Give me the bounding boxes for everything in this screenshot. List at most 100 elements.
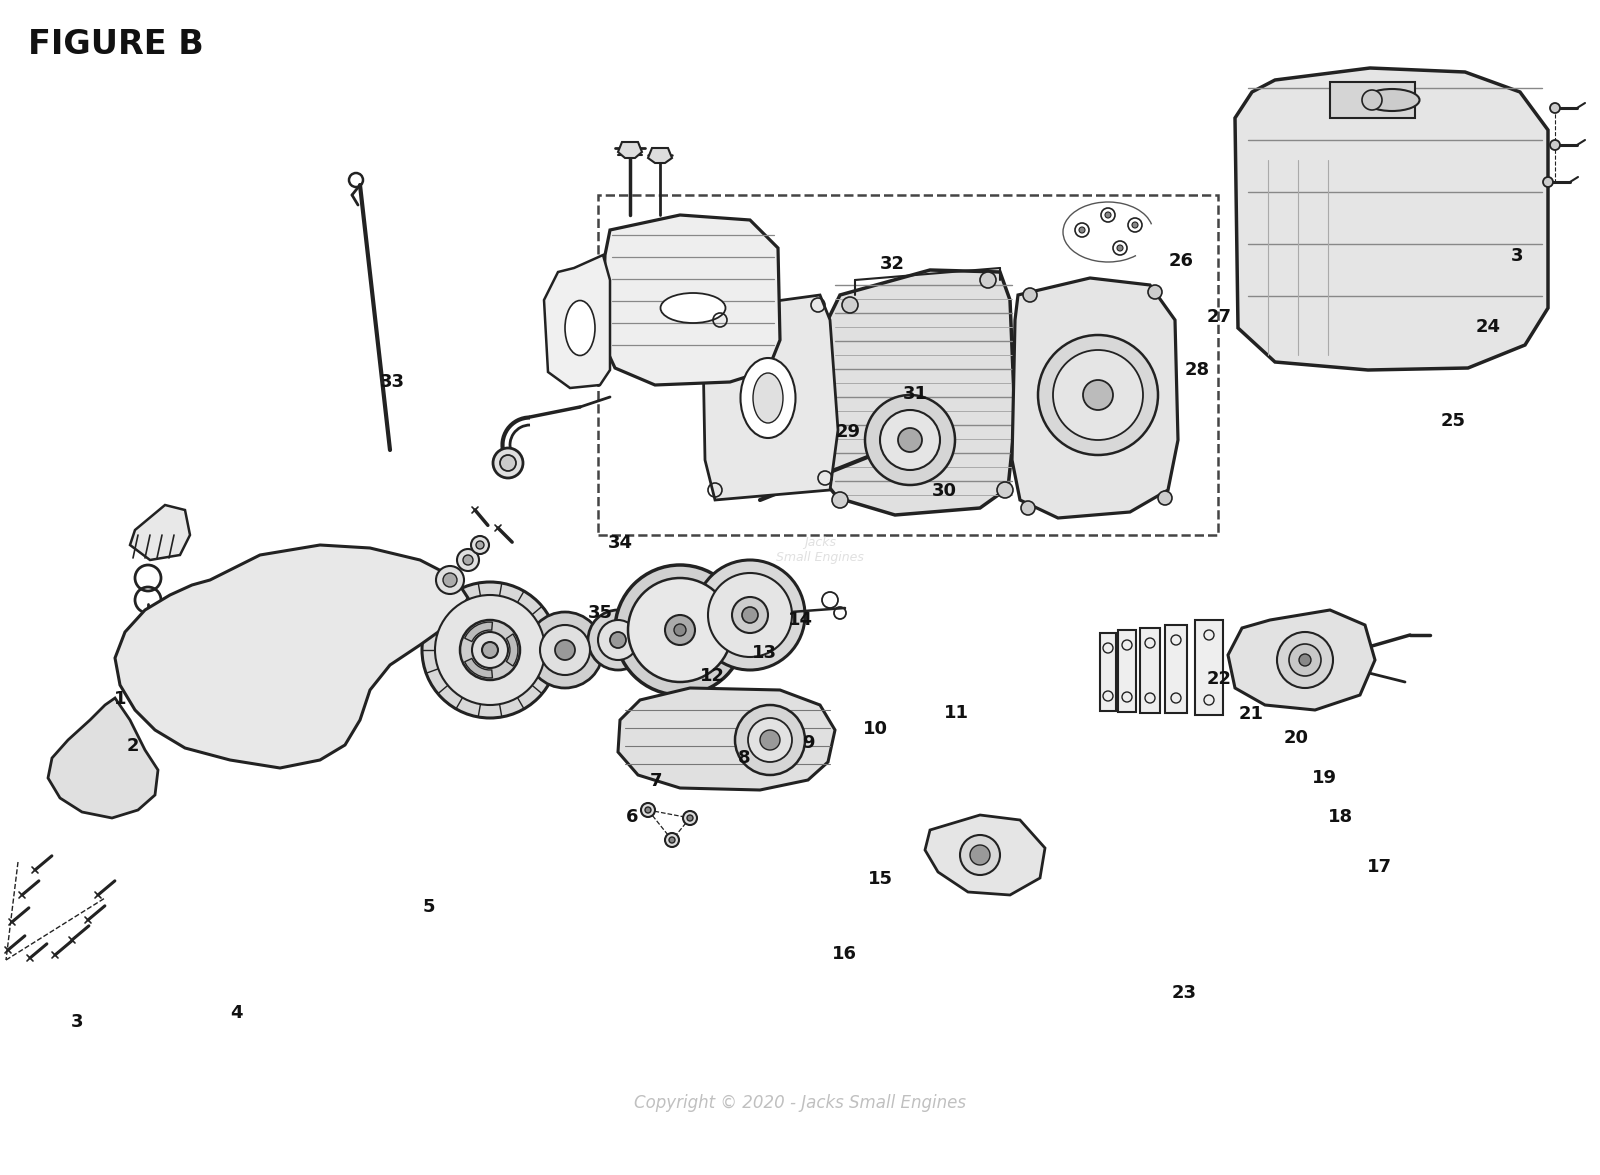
Polygon shape <box>925 815 1045 895</box>
Circle shape <box>694 560 805 670</box>
Circle shape <box>458 549 478 571</box>
Text: 16: 16 <box>832 945 858 963</box>
Circle shape <box>627 578 733 682</box>
Ellipse shape <box>661 293 725 323</box>
Text: 29: 29 <box>835 423 861 442</box>
Ellipse shape <box>754 372 782 423</box>
Polygon shape <box>618 689 835 790</box>
Polygon shape <box>506 634 518 666</box>
Circle shape <box>435 566 464 595</box>
Circle shape <box>1021 501 1035 515</box>
Circle shape <box>734 705 805 776</box>
Text: 5: 5 <box>422 898 435 917</box>
Circle shape <box>645 807 651 813</box>
Circle shape <box>970 845 990 865</box>
Text: 9: 9 <box>802 733 814 752</box>
Polygon shape <box>1330 82 1414 118</box>
Bar <box>598 195 1218 535</box>
Circle shape <box>1117 246 1123 251</box>
Polygon shape <box>544 255 610 388</box>
Polygon shape <box>1118 630 1136 712</box>
Text: 2: 2 <box>126 737 139 756</box>
Circle shape <box>472 632 509 669</box>
Text: 1: 1 <box>114 690 126 709</box>
Circle shape <box>1550 103 1560 113</box>
Polygon shape <box>702 295 838 501</box>
Circle shape <box>526 612 603 689</box>
Circle shape <box>733 597 768 633</box>
Text: 34: 34 <box>608 533 634 552</box>
Text: 32: 32 <box>880 255 906 274</box>
Circle shape <box>866 395 955 485</box>
Polygon shape <box>1013 278 1178 518</box>
Circle shape <box>493 448 523 478</box>
Circle shape <box>477 540 483 549</box>
Text: 20: 20 <box>1283 728 1309 747</box>
Text: 24: 24 <box>1475 317 1501 336</box>
Text: 17: 17 <box>1366 858 1392 877</box>
Text: 10: 10 <box>862 719 888 738</box>
Text: 28: 28 <box>1184 361 1210 380</box>
Circle shape <box>760 730 781 750</box>
Polygon shape <box>1165 625 1187 713</box>
Circle shape <box>422 582 558 718</box>
Circle shape <box>842 297 858 313</box>
Text: FIGURE B: FIGURE B <box>29 28 203 61</box>
Circle shape <box>880 410 941 470</box>
Text: 13: 13 <box>752 644 778 663</box>
Circle shape <box>1083 380 1114 410</box>
Circle shape <box>1158 491 1171 505</box>
Circle shape <box>1022 288 1037 302</box>
Polygon shape <box>1195 620 1222 716</box>
Circle shape <box>614 565 746 694</box>
Text: 35: 35 <box>587 604 613 623</box>
Circle shape <box>461 620 520 680</box>
Circle shape <box>666 833 678 847</box>
Circle shape <box>749 718 792 763</box>
Polygon shape <box>1235 68 1549 370</box>
Text: 30: 30 <box>931 482 957 501</box>
Circle shape <box>707 573 792 657</box>
Text: 11: 11 <box>944 704 970 723</box>
Polygon shape <box>464 658 493 678</box>
Circle shape <box>499 455 515 471</box>
Text: 7: 7 <box>650 772 662 791</box>
Text: 26: 26 <box>1168 251 1194 270</box>
Text: 31: 31 <box>902 384 928 403</box>
Circle shape <box>666 615 694 645</box>
Polygon shape <box>648 148 672 163</box>
Circle shape <box>541 625 590 674</box>
Polygon shape <box>602 215 781 385</box>
Circle shape <box>1362 90 1382 110</box>
Circle shape <box>898 428 922 452</box>
Circle shape <box>589 610 648 670</box>
Circle shape <box>960 835 1000 875</box>
Text: 15: 15 <box>867 870 893 888</box>
Circle shape <box>1038 335 1158 455</box>
Ellipse shape <box>1365 89 1419 110</box>
Circle shape <box>997 482 1013 498</box>
Polygon shape <box>115 545 467 768</box>
Text: 19: 19 <box>1312 768 1338 787</box>
Text: 22: 22 <box>1206 670 1232 689</box>
Polygon shape <box>1139 627 1160 713</box>
Circle shape <box>742 607 758 623</box>
Text: 18: 18 <box>1328 807 1354 826</box>
Polygon shape <box>618 142 642 157</box>
Circle shape <box>1106 212 1110 219</box>
Circle shape <box>610 632 626 647</box>
Circle shape <box>1053 350 1142 439</box>
Circle shape <box>555 640 574 660</box>
Circle shape <box>1299 654 1310 666</box>
Text: 14: 14 <box>787 611 813 630</box>
Text: 4: 4 <box>230 1003 243 1022</box>
Circle shape <box>1550 140 1560 150</box>
Text: 25: 25 <box>1440 411 1466 430</box>
Circle shape <box>1290 644 1322 676</box>
Polygon shape <box>814 270 1014 515</box>
Circle shape <box>1133 222 1138 228</box>
Polygon shape <box>1101 633 1117 711</box>
Circle shape <box>674 624 686 636</box>
Text: 33: 33 <box>379 372 405 391</box>
Circle shape <box>470 536 490 553</box>
